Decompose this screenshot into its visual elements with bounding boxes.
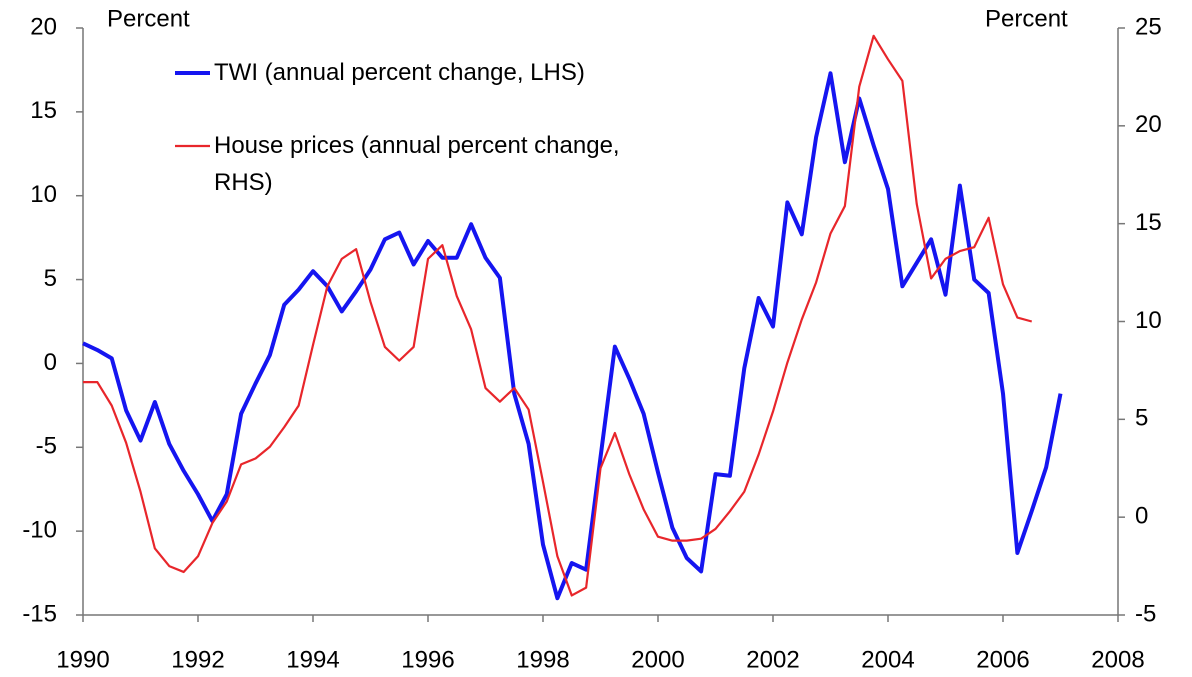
y2-tick-label: 20 [1135,111,1162,138]
y2-tick-label: -5 [1135,600,1156,627]
legend-label: TWI (annual percent change, LHS) [214,59,585,86]
x-tick-label: 1992 [171,646,224,673]
y-tick-label: 15 [30,97,57,124]
y-tick-label: -10 [22,516,57,543]
y2-axis-label: Percent [985,5,1068,32]
data-line [83,34,1033,597]
y-tick-label: -5 [36,433,57,460]
y2-tick-label: 5 [1135,405,1148,432]
x-tick-label: 1994 [286,646,339,673]
x-tick-label: 2004 [861,646,914,673]
legend-item: TWI (annual percent change, LHS) [214,59,585,86]
legend-label: House prices (annual percent change, RHS… [214,132,620,196]
data-line [82,71,1063,601]
x-tick-label: 2000 [631,646,684,673]
y2-tick-label: 0 [1135,503,1148,530]
x-tick-label: 2006 [976,646,1029,673]
y-tick-label: 10 [30,181,57,208]
y-axis-label: Percent [107,5,190,32]
legend-item: House prices (annual percent change, RHS… [214,132,620,196]
x-tick-label: 1998 [516,646,569,673]
x-tick-label: 1996 [401,646,454,673]
y2-tick-label: 25 [1135,13,1162,40]
x-tick-label: 2002 [746,646,799,673]
y2-tick-label: 10 [1135,307,1162,334]
y-tick-label: -15 [22,600,57,627]
y-tick-label: 5 [44,265,57,292]
y-tick-label: 20 [30,13,57,40]
x-tick-label: 1990 [56,646,109,673]
y2-tick-label: 15 [1135,209,1162,236]
y-tick-label: 0 [44,349,57,376]
x-tick-label: 2008 [1091,646,1144,673]
